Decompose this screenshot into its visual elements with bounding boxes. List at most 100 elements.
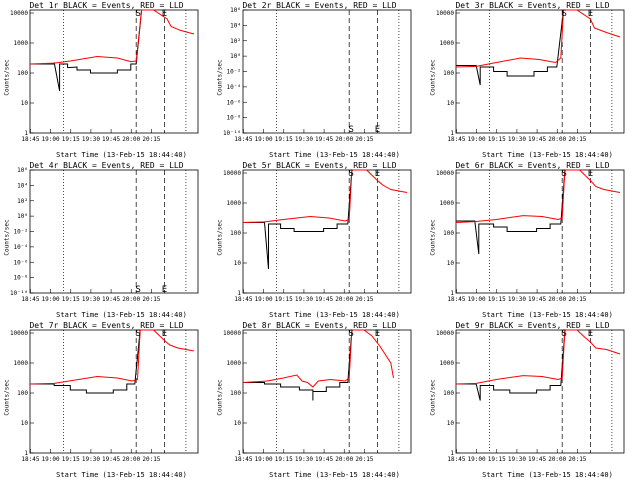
x-tick-label: 19:15 [488,136,506,143]
x-axis-label: Start Time (13-Feb-15 18:44:40) [482,151,613,159]
start-marker: S [135,9,140,19]
events-series-line [456,329,566,401]
y-tick-label: 1 [237,290,241,297]
panel-plot: 18:45 19:00 19:15 19:30 19:45 20:00 20:15 10⁻¹⁰… [10,167,199,303]
y-tick-label: 10000 [223,170,241,177]
panel-plot: 18:45 19:00 19:15 19:30 19:45 20:00 20:15 10⁻¹⁰… [223,7,412,143]
events-series-line [30,9,143,92]
x-tick-label: 19:00 [255,456,273,463]
y-tick-label: 100 [443,390,454,397]
y-tick-label: 10 [234,260,242,267]
x-tick-label: 18:45 [21,296,39,303]
y-tick-label: 1000 [440,40,455,47]
x-tick-label: 18:45 [21,136,39,143]
x-tick-label: 20:00 [548,136,566,143]
lld-series-line [29,329,195,385]
y-tick-label: 10000 [436,10,454,17]
x-tick-label: 19:00 [42,136,60,143]
y-tick-label: 10 [21,420,29,427]
panel-plot: 18:45 19:00 19:15 19:30 19:45 20:00 20:15 1 10 10… [436,169,625,303]
x-tick-label: 19:30 [82,456,100,463]
start-marker: S [348,169,353,179]
y-tick-label: 100 [17,390,28,397]
y-tick-label: 10⁻¹⁰ [223,130,241,137]
x-tick-label: 20:15 [568,136,586,143]
x-tick-label: 19:45 [315,296,333,303]
y-tick-label: 10⁴ [230,22,241,29]
detector-panel: Det 2r BLACK = Events, RED = LLD Start Ti… [213,0,426,160]
x-tick-label: 20:00 [335,136,353,143]
y-tick-label: 10000 [10,330,28,337]
y-tick-label: 1 [450,450,454,457]
plot-frame [242,169,412,294]
y-tick-label: 10000 [436,170,454,177]
panel-title: Det 7r BLACK = Events, RED = LLD [29,321,184,330]
x-tick-label: 19:00 [42,456,60,463]
x-tick-label: 19:45 [528,456,546,463]
events-series-line [456,169,566,255]
detector-panel: Det 7r BLACK = Events, RED = LLD Start Ti… [0,320,213,480]
y-tick-label: 10⁻⁸ [14,275,28,282]
plot-frame [242,329,412,454]
lld-series-line [242,329,394,388]
panel-title: Det 6r BLACK = Events, RED = LLD [455,161,610,170]
panel-plot: 18:45 19:00 19:15 19:30 19:45 20:00 20:15 1 10 10… [436,9,625,143]
y-tick-label: 10000 [436,330,454,337]
x-tick-label: 19:30 [508,136,526,143]
x-tick-label: 19:30 [295,296,313,303]
detector-panel: Det 3r BLACK = Events, RED = LLD Start Ti… [426,0,639,160]
x-axis-label: Start Time (13-Feb-15 18:44:40) [269,471,400,479]
x-axis-label: Start Time (13-Feb-15 18:44:40) [269,151,400,159]
end-marker: E [375,169,380,179]
events-series-line [243,169,353,270]
x-tick-label: 20:00 [548,296,566,303]
x-tick-label: 19:00 [468,296,486,303]
x-tick-label: 19:30 [508,296,526,303]
lld-series-line [455,9,621,68]
y-tick-label: 10⁶ [230,7,241,14]
y-tick-label: 1000 [440,360,455,367]
y-tick-label: 100 [17,70,28,77]
y-tick-label: 10 [447,100,455,107]
x-tick-label: 19:15 [275,136,293,143]
x-tick-label: 19:30 [295,456,313,463]
events-series-line [30,329,141,394]
y-tick-label: 10 [21,100,29,107]
detector-panel: Det 8r BLACK = Events, RED = LLD Start Ti… [213,320,426,480]
start-marker: S [561,329,566,339]
y-tick-label: 1000 [227,200,242,207]
x-tick-label: 19:15 [62,296,80,303]
x-axis-label: Start Time (13-Feb-15 18:44:40) [56,311,187,319]
y-tick-label: 10⁻¹⁰ [10,290,28,297]
x-tick-label: 19:15 [275,456,293,463]
x-tick-label: 18:45 [234,456,252,463]
start-marker: S [135,329,140,339]
y-tick-label: 100 [443,230,454,237]
y-tick-label: 10⁰ [230,53,241,60]
y-tick-label: 1 [450,290,454,297]
lld-series-line [455,329,621,385]
y-tick-label: 1 [237,450,241,457]
y-tick-label: 10 [447,260,455,267]
x-tick-label: 19:45 [528,136,546,143]
x-tick-label: 19:30 [82,296,100,303]
x-tick-label: 19:15 [62,136,80,143]
x-tick-label: 19:15 [275,296,293,303]
x-tick-label: 19:00 [468,136,486,143]
x-tick-label: 19:45 [102,296,120,303]
start-marker: S [348,329,353,339]
y-tick-label: 10² [230,38,241,45]
end-marker: E [588,169,593,179]
panel-plot: 18:45 19:00 19:15 19:30 19:45 20:00 20:15 1 10 10… [223,169,412,303]
x-tick-label: 20:15 [355,456,373,463]
x-tick-label: 20:15 [142,296,160,303]
x-tick-label: 18:45 [234,296,252,303]
y-tick-label: 10⁴ [17,182,28,189]
x-tick-label: 19:45 [315,136,333,143]
panel-title: Det 4r BLACK = Events, RED = LLD [29,161,184,170]
x-tick-label: 19:45 [102,456,120,463]
y-tick-label: 10⁻⁶ [14,259,28,266]
y-tick-label: 100 [443,70,454,77]
x-axis-label: Start Time (13-Feb-15 18:44:40) [269,311,400,319]
plot-frame [29,9,199,134]
